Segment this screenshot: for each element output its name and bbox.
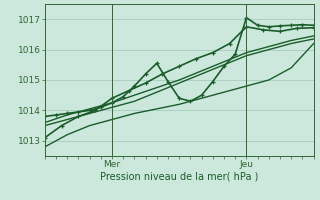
X-axis label: Pression niveau de la mer( hPa ): Pression niveau de la mer( hPa ) [100,172,258,182]
